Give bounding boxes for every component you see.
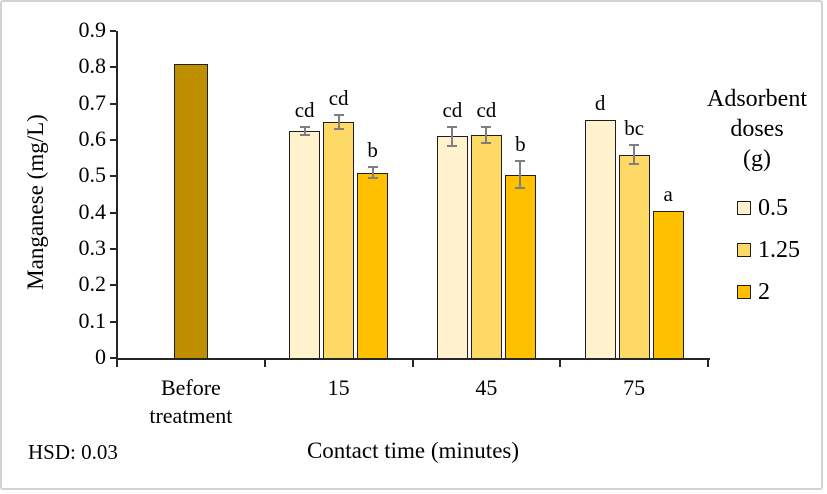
legend-title-line: doses	[730, 116, 784, 142]
legend-swatch	[737, 243, 751, 257]
y-tick-mark	[110, 284, 116, 287]
legend-item-label: 2	[758, 279, 770, 305]
error-bar-cap-bottom	[629, 163, 640, 166]
y-tick-mark	[110, 320, 116, 323]
bar-75-0.5	[584, 120, 616, 358]
legend-item-label: 0.5	[758, 195, 788, 221]
error-bar-stem	[371, 167, 374, 179]
error-bar-cap-bottom	[333, 128, 344, 131]
legend-title-line: Adsorbent	[707, 86, 807, 112]
y-tick-mark	[110, 357, 116, 359]
y-tick-label: 0.8	[78, 53, 107, 79]
y-tick-mark	[110, 139, 116, 141]
legend-item: 0.5	[737, 195, 788, 221]
bar-before-treatment-Before treatment	[173, 63, 208, 358]
legend-item-label: 1.25	[758, 237, 800, 263]
significance-letter: cd	[294, 97, 315, 122]
hsd-annotation: HSD: 0.03	[28, 440, 118, 464]
bar-15-2	[357, 172, 389, 358]
error-bar-stem	[451, 126, 454, 147]
x-axis-title: Contact time (minutes)	[306, 438, 520, 463]
y-tick-label: 0.2	[78, 271, 107, 297]
error-bar-cap-bottom	[515, 187, 526, 190]
y-tick-mark	[110, 102, 116, 105]
y-tick-label: 0.9	[78, 17, 107, 42]
error-bar-cap-bottom	[367, 177, 378, 180]
x-category-label: 75	[623, 375, 646, 400]
x-tick-mark	[116, 360, 118, 367]
x-category-label: 45	[475, 375, 498, 400]
x-category-label: Before treatment	[149, 375, 233, 428]
error-bar-cap-bottom	[447, 145, 458, 148]
error-bar-cap-top	[481, 126, 492, 129]
legend-item: 2	[737, 279, 770, 305]
bar-15-0.5	[289, 130, 321, 358]
error-bar-cap-top	[515, 159, 526, 162]
significance-letter: cd	[442, 97, 463, 122]
x-tick-mark	[559, 360, 562, 367]
y-tick-mark	[110, 66, 116, 69]
error-bar-stem	[519, 160, 522, 189]
error-bar-cap-bottom	[299, 134, 310, 137]
error-bar-stem	[633, 144, 636, 165]
x-category-label: 15	[327, 375, 350, 400]
y-tick-label: 0.5	[78, 162, 107, 188]
bar-15-1.25	[323, 121, 355, 358]
error-bar-cap-top	[447, 125, 458, 128]
error-bar-cap-top	[333, 113, 344, 116]
x-tick-mark	[263, 360, 266, 367]
significance-letter: cd	[476, 98, 497, 123]
legend-title-line: (g)	[743, 146, 771, 172]
error-bar-cap-top	[629, 143, 640, 146]
bar-45-1.25	[470, 135, 502, 358]
significance-letter: b	[367, 138, 378, 163]
y-tick-label: 0.6	[78, 126, 107, 151]
x-tick-mark	[411, 360, 414, 367]
bar-chart: Manganese (mg/L) 0 0.1 0.2 0.3 0.4 0.5 0.6 0.7 0…	[2, 2, 821, 488]
legend-swatch	[737, 285, 751, 299]
significance-letter: b	[515, 131, 526, 156]
y-axis-line	[116, 31, 118, 360]
bar-75-2	[652, 210, 684, 358]
y-tick-label: 0.7	[78, 89, 107, 115]
y-tick-mark	[110, 175, 116, 178]
legend-swatch	[737, 201, 751, 215]
y-tick-mark	[110, 211, 116, 214]
y-tick-mark	[110, 30, 116, 32]
error-bar-cap-top	[367, 166, 378, 169]
bar-45-0.5	[436, 136, 468, 358]
y-tick-mark	[110, 248, 116, 250]
significance-letter: cd	[328, 85, 349, 110]
bar-75-1.25	[618, 154, 650, 358]
bar-45-2	[504, 174, 536, 358]
error-bar-stem	[485, 127, 488, 144]
legend-item: 1.25	[737, 237, 800, 263]
x-axis-line	[116, 358, 710, 360]
y-tick-label: 0	[95, 344, 106, 369]
significance-letter: bc	[624, 115, 645, 140]
legend-title: Adsorbent doses (g)	[690, 84, 821, 174]
y-tick-label: 0.3	[78, 235, 107, 260]
x-tick-mark	[707, 360, 709, 367]
error-bar-cap-top	[299, 125, 310, 128]
significance-letter: a	[663, 181, 673, 206]
error-bar-stem	[303, 126, 306, 136]
error-bar-cap-bottom	[481, 142, 492, 145]
significance-letter: d	[594, 91, 606, 116]
y-tick-label: 0.4	[78, 198, 107, 224]
error-bar-stem	[337, 114, 340, 130]
y-tick-label: 0.1	[78, 307, 107, 333]
